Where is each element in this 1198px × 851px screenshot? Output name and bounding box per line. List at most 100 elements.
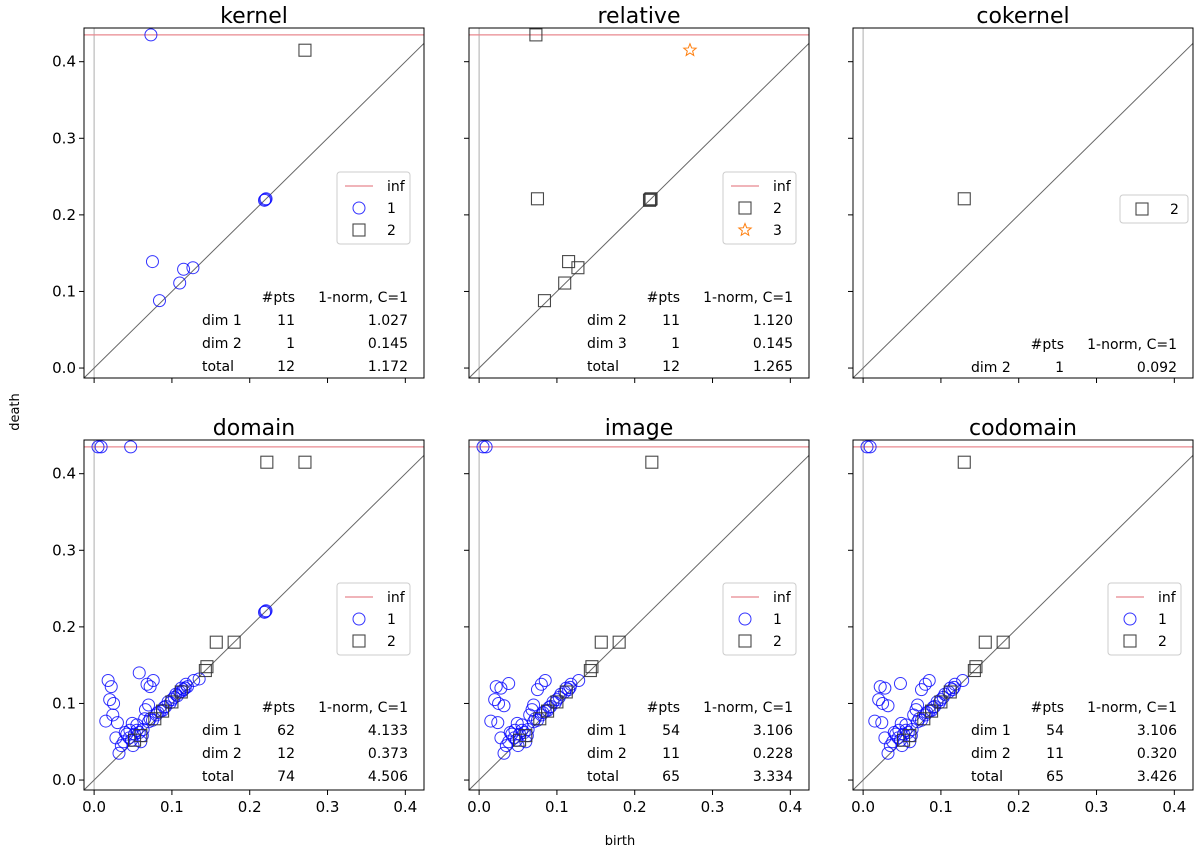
x-tick-label: 0.0 bbox=[851, 798, 875, 816]
diagonal-line bbox=[84, 42, 424, 378]
legend: inf 1 2 bbox=[336, 582, 411, 656]
legend-box bbox=[336, 582, 411, 656]
point-dim-1 bbox=[947, 680, 961, 694]
legend-label: 2 bbox=[1170, 202, 1179, 218]
stats-row-pts: 62 bbox=[277, 723, 295, 739]
figure-xlabel: birth bbox=[605, 834, 636, 849]
point-dim-1 bbox=[132, 666, 146, 680]
subplot-domain: 0.0 0.1 0.2 0.3 0.4 0.0 0.1 0.2 0.3 0.4 domain inf 1… bbox=[52, 416, 425, 816]
point-dim-1 bbox=[106, 708, 120, 722]
x-tick-label: 0.2 bbox=[238, 798, 262, 816]
point-dim-1 bbox=[878, 681, 892, 695]
stats-row-pts: 11 bbox=[662, 313, 680, 329]
y-tick-label: 0.4 bbox=[52, 465, 76, 483]
legend-label: 2 bbox=[1158, 634, 1167, 650]
y-tick-label: 0.0 bbox=[52, 359, 76, 377]
x-tick-label: 0.4 bbox=[1162, 798, 1186, 816]
point-dim-2 bbox=[917, 712, 931, 726]
x-tick-label: 0.0 bbox=[467, 798, 491, 816]
point-dim-2 bbox=[957, 192, 971, 206]
stats-table: #pts 1-norm, C=1 dim 2 1 0.092 bbox=[971, 337, 1177, 376]
point-dim-1 bbox=[936, 690, 950, 704]
point-dim-1 bbox=[502, 735, 516, 749]
point-dim-1 bbox=[534, 677, 548, 691]
point-dim-1 bbox=[94, 440, 108, 454]
point-dim-2 bbox=[537, 294, 552, 308]
subplot-relative: relative inf 2 3 #pts 1-norm, C=1 dim 2 11 1.120… bbox=[464, 4, 810, 383]
point-dim-1 bbox=[104, 680, 118, 694]
stats-row-norm: 0.145 bbox=[753, 336, 793, 352]
point-dim-2 bbox=[897, 733, 911, 747]
legend-label: inf bbox=[773, 179, 792, 195]
point-dim-1 bbox=[173, 276, 187, 290]
legend-label: inf bbox=[1158, 590, 1177, 606]
point-dim-1 bbox=[901, 726, 915, 740]
y-tick-label: 0.0 bbox=[52, 771, 76, 789]
point-dim-1 bbox=[112, 746, 126, 760]
stats-table: #pts 1-norm, C=1 dim 1 11 1.027 dim 2 1 0.145 to… bbox=[202, 290, 408, 375]
point-dim-1 bbox=[152, 294, 166, 308]
legend-label: 1 bbox=[1158, 612, 1167, 628]
point-dim-1 bbox=[502, 677, 516, 691]
point-dim-1 bbox=[258, 605, 272, 619]
legend-marker bbox=[738, 634, 752, 648]
legend-label: 2 bbox=[387, 634, 396, 650]
stats-row-pts: 11 bbox=[1046, 746, 1064, 762]
point-dim-1 bbox=[892, 723, 906, 737]
x-tick-label: 0.3 bbox=[1085, 798, 1109, 816]
stats-row-label: dim 2 bbox=[202, 336, 242, 352]
stats-row-label: dim 2 bbox=[971, 746, 1011, 762]
legend-label: 3 bbox=[773, 223, 782, 239]
diagonal-line bbox=[469, 42, 809, 378]
subplot-image: 0.0 0.1 0.2 0.3 0.4 image inf 1 2 #pts 1-norm, C=1… bbox=[464, 416, 810, 816]
point-dim-1 bbox=[101, 673, 115, 687]
stats-row-label: total bbox=[587, 359, 619, 375]
point-dim-2 bbox=[978, 635, 992, 649]
point-dim-1 bbox=[479, 440, 493, 454]
point-dim-1 bbox=[132, 726, 146, 740]
point-dim-2 bbox=[558, 276, 572, 290]
axes-frame bbox=[83, 27, 425, 379]
legend-marker bbox=[352, 634, 366, 648]
legend-label: 2 bbox=[773, 634, 782, 650]
point-dim-2 bbox=[594, 635, 608, 649]
y-tick-label: 0.2 bbox=[52, 206, 76, 224]
legend-box bbox=[336, 171, 411, 245]
point-dim-1 bbox=[497, 699, 511, 713]
legend-marker bbox=[352, 201, 366, 215]
point-dim-1 bbox=[142, 698, 156, 712]
legend: inf 1 2 bbox=[722, 582, 797, 656]
point-dim-2 bbox=[969, 660, 983, 674]
legend-marker bbox=[738, 612, 752, 626]
point-dim-2 bbox=[513, 733, 527, 747]
stats-row-norm: 3.426 bbox=[1137, 769, 1177, 785]
point-dim-2 bbox=[260, 455, 274, 469]
stats-header-norm: 1-norm, C=1 bbox=[703, 700, 793, 716]
stats-row-pts: 11 bbox=[662, 746, 680, 762]
point-dim-1 bbox=[922, 673, 936, 687]
stats-row-norm: 0.228 bbox=[753, 746, 793, 762]
point-dim-1 bbox=[572, 673, 586, 687]
point-dim-2 bbox=[148, 712, 162, 726]
stats-row-norm: 0.320 bbox=[1137, 746, 1177, 762]
point-dim-1 bbox=[484, 714, 498, 728]
axes-frame bbox=[852, 27, 1194, 379]
point-dim-1 bbox=[494, 681, 508, 695]
y-tick-label: 0.1 bbox=[52, 694, 76, 712]
point-dim-1 bbox=[488, 693, 502, 707]
point-dim-1 bbox=[893, 677, 907, 691]
stats-row-label: total bbox=[202, 359, 234, 375]
stats-row-label: dim 2 bbox=[587, 746, 627, 762]
subplot-title: image bbox=[605, 416, 674, 441]
point-dim-2 bbox=[550, 695, 564, 709]
point-dim-1 bbox=[259, 192, 273, 206]
stats-row-pts: 65 bbox=[662, 769, 680, 785]
point-dim-1 bbox=[123, 723, 137, 737]
point-dim-2 bbox=[530, 192, 545, 206]
legend-marker bbox=[1123, 634, 1137, 648]
point-dim-1 bbox=[552, 690, 566, 704]
axes-frame bbox=[852, 439, 1194, 791]
point-dim-1 bbox=[499, 739, 513, 753]
stats-row-label: dim 1 bbox=[202, 723, 242, 739]
stats-row-norm: 3.106 bbox=[753, 723, 793, 739]
